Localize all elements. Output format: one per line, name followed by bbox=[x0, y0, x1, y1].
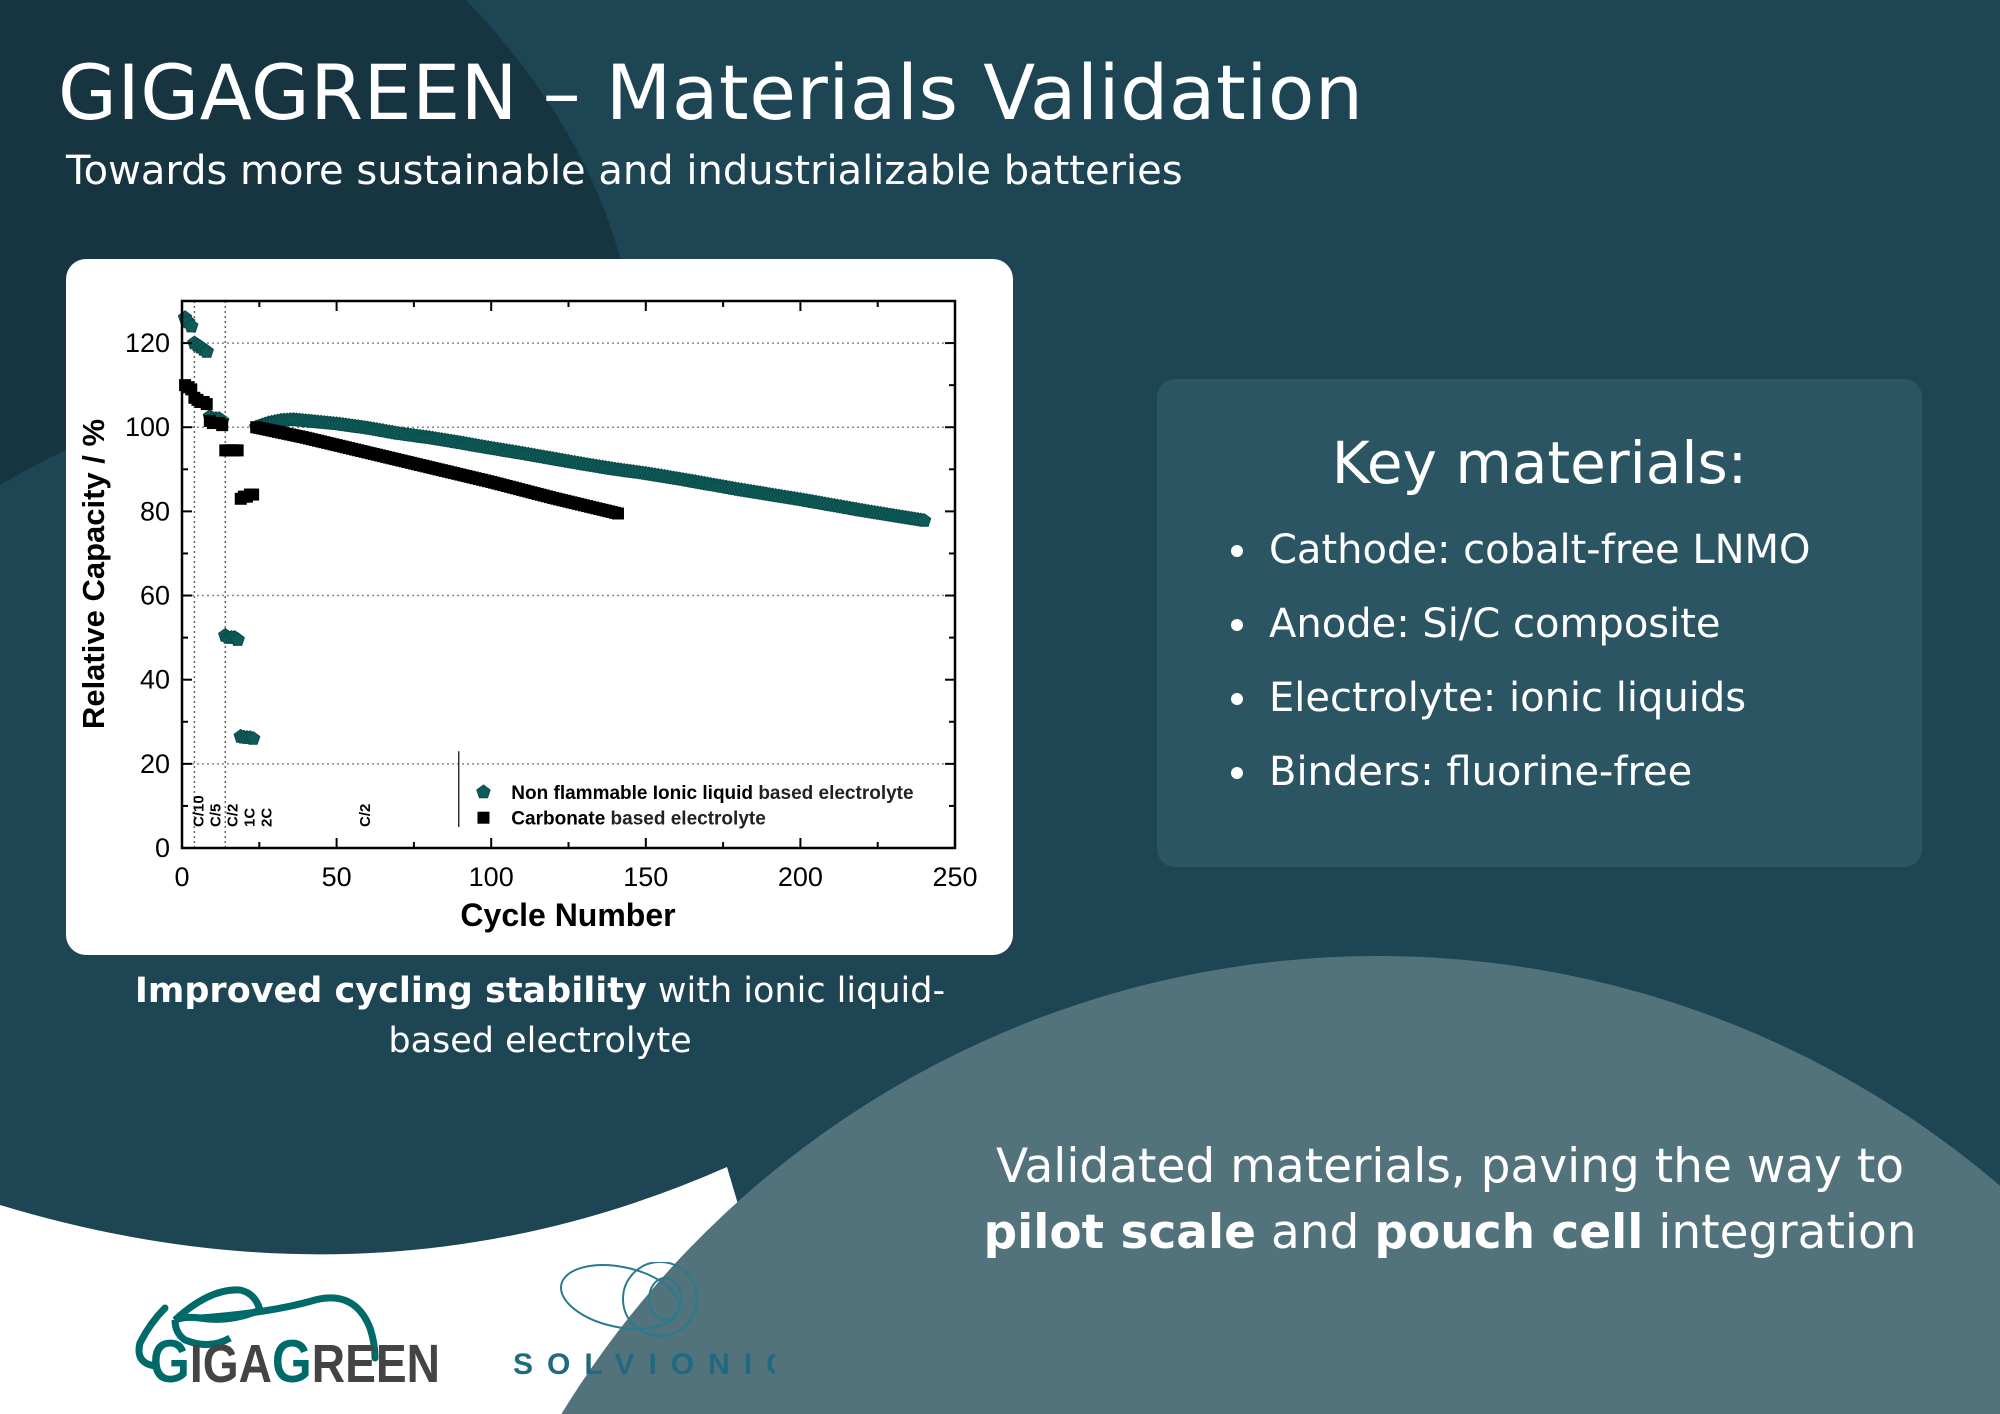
data-point-ionic bbox=[230, 632, 245, 646]
closing-bold: pilot scale bbox=[983, 1205, 1257, 1260]
white-bottom-shape bbox=[0, 1167, 800, 1414]
list-item-text: Electrolyte: ionic liquids bbox=[1269, 675, 1747, 721]
y-tick-label: 40 bbox=[140, 665, 170, 695]
data-point-carbonate bbox=[477, 811, 490, 824]
light-circle-shape bbox=[561, 956, 2000, 1414]
y-tick-label: 120 bbox=[125, 328, 170, 358]
rate-label: 1C bbox=[241, 808, 258, 827]
rate-label: C/2 bbox=[357, 804, 374, 827]
key-materials-list: Cathode: cobalt-free LNMO Anode: Si/C co… bbox=[1231, 527, 1811, 823]
x-tick-label: 250 bbox=[932, 862, 977, 892]
y-tick-label: 100 bbox=[125, 412, 170, 442]
x-tick-label: 150 bbox=[623, 862, 668, 892]
data-point-ionic bbox=[184, 318, 199, 333]
closing-text: integration bbox=[1643, 1205, 1917, 1260]
closing-statement: Validated materials, paving the way to p… bbox=[960, 1134, 1940, 1266]
list-item-text: Binders: fluorine-free bbox=[1269, 749, 1693, 795]
list-item-text: Anode: Si/C composite bbox=[1269, 601, 1721, 647]
legend-entry: Non flammable Ionic liquid based electro… bbox=[511, 783, 913, 804]
rate-label: C/10 bbox=[190, 795, 207, 827]
bullet-icon bbox=[1231, 767, 1243, 779]
legend-entry: Carbonate based electrolyte bbox=[511, 809, 765, 830]
x-axis-label: Cycle Number bbox=[460, 897, 675, 933]
list-item: Anode: Si/C composite bbox=[1231, 601, 1811, 675]
data-point-ionic bbox=[916, 512, 932, 527]
page-title: GIGAGREEN – Materials Validation bbox=[58, 48, 1364, 137]
y-tick-label: 80 bbox=[140, 496, 170, 526]
y-tick-label: 0 bbox=[155, 833, 170, 863]
data-point-carbonate bbox=[247, 488, 260, 501]
rate-label: C/2 bbox=[224, 804, 241, 827]
plot-frame bbox=[180, 299, 957, 850]
x-tick-label: 50 bbox=[322, 862, 352, 892]
list-item: Electrolyte: ionic liquids bbox=[1231, 675, 1811, 749]
y-tick-label: 60 bbox=[140, 581, 170, 611]
data-point-ionic bbox=[199, 343, 214, 358]
rate-label: C/5 bbox=[207, 804, 224, 827]
x-tick-label: 0 bbox=[174, 862, 189, 892]
closing-text: Validated materials, paving the way to bbox=[995, 1139, 1905, 1194]
y-axis-label: Relative Capacity / % bbox=[76, 419, 111, 729]
data-point-ionic bbox=[245, 730, 261, 745]
list-item: Binders: fluorine-free bbox=[1231, 749, 1811, 823]
data-point-carbonate bbox=[231, 444, 244, 457]
data-point-carbonate bbox=[216, 419, 229, 432]
chart-card: 0 50 100 150 200 250 0 20 40 60 80 100 120 C/10 C/5 C/2… bbox=[66, 259, 1013, 955]
key-materials-panel: Key materials: Cathode: cobalt-free LNMO… bbox=[1157, 379, 1922, 867]
svg-text:GIGAGREEN: GIGAGREEN bbox=[150, 1328, 440, 1388]
data-point-carbonate bbox=[200, 398, 213, 411]
list-item-text: Cathode: cobalt-free LNMO bbox=[1269, 527, 1811, 573]
data-point-carbonate bbox=[611, 507, 624, 520]
bullet-icon bbox=[1231, 693, 1243, 705]
page-subtitle: Towards more sustainable and industriali… bbox=[66, 148, 1183, 194]
x-tick-label: 200 bbox=[778, 862, 823, 892]
x-tick-label: 100 bbox=[469, 862, 514, 892]
caption-rest: with ionic liquid-based electrolyte bbox=[388, 971, 946, 1061]
closing-text: and bbox=[1256, 1205, 1375, 1260]
y-tick-label: 20 bbox=[140, 749, 170, 779]
rate-label: 2C bbox=[258, 808, 275, 827]
key-materials-title: Key materials: bbox=[1331, 429, 1748, 497]
solvionic-logo: SOLVIONIC bbox=[513, 1262, 775, 1381]
data-point-ionic bbox=[476, 784, 491, 799]
chart-caption: Improved cycling stability with ionic li… bbox=[90, 966, 990, 1066]
gigagreen-logo: GIGAGREEN bbox=[135, 1286, 440, 1388]
bullet-icon bbox=[1231, 619, 1243, 631]
list-item: Cathode: cobalt-free LNMO bbox=[1231, 527, 1811, 601]
svg-text:SOLVIONIC: SOLVIONIC bbox=[513, 1348, 775, 1381]
caption-bold: Improved cycling stability bbox=[134, 971, 647, 1011]
bullet-icon bbox=[1231, 545, 1243, 557]
closing-bold: pouch cell bbox=[1374, 1205, 1644, 1260]
